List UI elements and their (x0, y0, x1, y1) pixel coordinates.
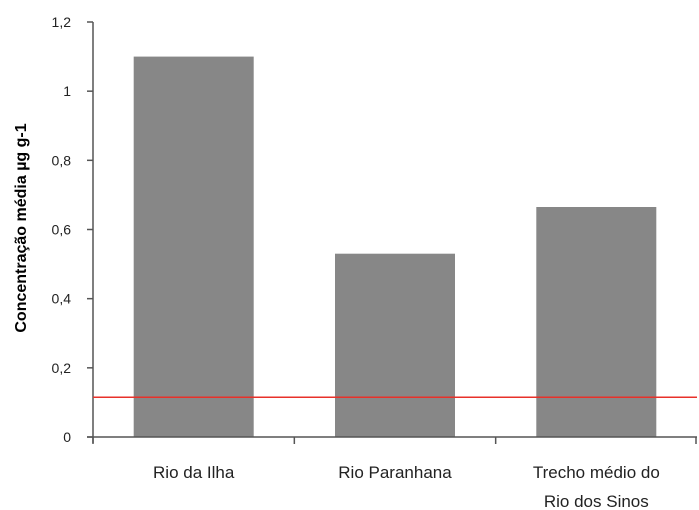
x-category-label: Trecho médio do Rio dos Sinos (533, 463, 660, 510)
x-category-label: Rio da Ilha (153, 463, 235, 482)
y-axis-title-group: Concentração média µg g-1 (13, 123, 30, 332)
y-tick-label: 1 (63, 83, 71, 99)
bars (133, 56, 657, 437)
y-ticks: 0 0,2 0,4 0,6 0,8 1 1,2 (52, 14, 93, 445)
bar-3 (536, 207, 657, 437)
bar-2 (335, 253, 455, 437)
axes (87, 22, 697, 444)
y-tick-label: 1,2 (52, 14, 72, 30)
bar-1 (133, 56, 254, 437)
y-tick-label: 0,6 (52, 222, 72, 238)
x-tick-labels: Rio da Ilha Rio Paranhana Trecho médio do R… (153, 463, 660, 510)
y-tick-label: 0,4 (52, 291, 72, 307)
y-tick-label: 0,2 (52, 360, 72, 376)
y-tick-label: 0 (63, 429, 71, 445)
y-tick-label: 0,8 (52, 152, 72, 168)
y-axis-title: Concentração média µg g-1 (13, 123, 30, 332)
x-category-label: Rio Paranhana (338, 463, 452, 482)
